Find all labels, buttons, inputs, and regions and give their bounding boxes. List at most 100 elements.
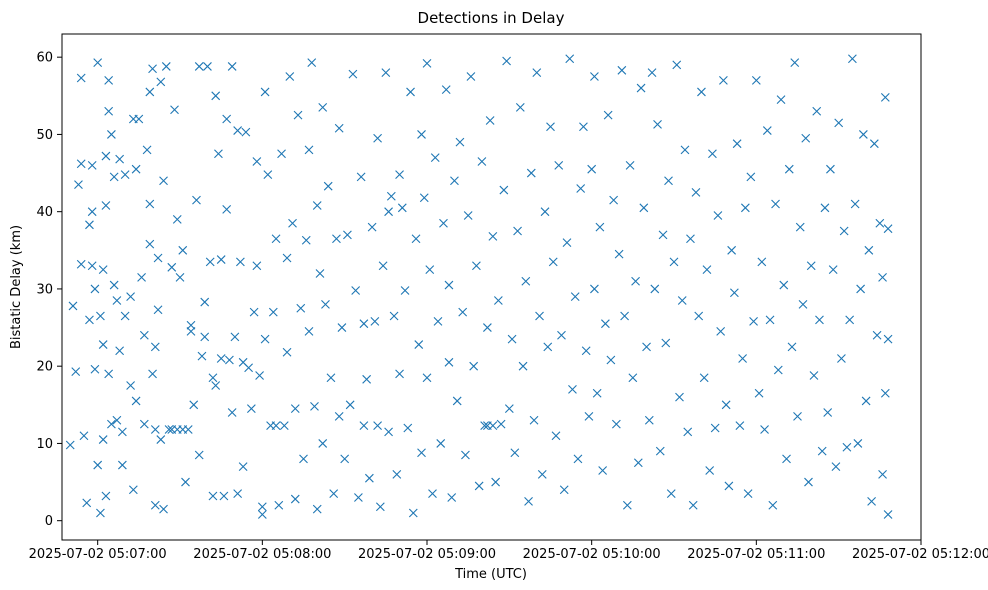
data-point-0-34: [112, 415, 122, 425]
data-point-0-180: [400, 286, 410, 295]
data-point-0-13: [87, 160, 97, 170]
data-point-0-84: [197, 351, 207, 361]
data-point-0-201: [450, 176, 459, 186]
data-point-0-108: [241, 127, 251, 137]
data-point-0-262: [609, 195, 619, 205]
data-point-0-252: [584, 412, 594, 421]
data-point-0-153: [337, 323, 347, 332]
data-point-0-289: [683, 427, 693, 437]
data-point-0-8: [82, 498, 92, 508]
data-point-0-139: [307, 58, 317, 67]
data-point-0-37: [117, 460, 127, 470]
y-tick-label-1: 10: [36, 437, 53, 452]
data-point-0-360: [878, 469, 887, 479]
data-point-0-23: [101, 151, 111, 161]
data-point-0-220: [496, 419, 506, 429]
y-tick-label-6: 60: [36, 51, 53, 66]
data-point-0-212: [480, 421, 490, 431]
data-point-0-324: [779, 280, 789, 290]
data-point-0-78: [186, 327, 196, 336]
data-point-0-25: [101, 491, 111, 501]
data-point-0-244: [562, 238, 572, 247]
data-point-0-338: [817, 446, 827, 456]
data-point-0-215: [485, 116, 495, 125]
data-point-0-287: [677, 296, 687, 305]
data-point-0-58: [150, 342, 160, 352]
data-point-0-128: [282, 253, 292, 263]
data-point-0-114: [255, 371, 264, 380]
data-point-0-224: [507, 334, 517, 344]
data-point-0-334: [806, 261, 816, 271]
data-point-0-218: [491, 477, 501, 487]
data-point-0-270: [631, 276, 640, 286]
data-point-0-364: [883, 510, 893, 519]
data-point-0-11: [87, 207, 97, 217]
data-point-0-5: [76, 159, 86, 169]
data-point-0-239: [548, 257, 558, 267]
data-point-0-242: [557, 330, 566, 340]
data-point-0-131: [290, 404, 300, 414]
data-point-0-279: [655, 446, 665, 456]
data-point-0-280: [658, 230, 668, 240]
data-point-0-93: [214, 149, 223, 159]
x-tick-label-3: 2025-07-02 05:10:00: [523, 547, 661, 562]
data-point-0-170: [378, 261, 388, 271]
data-point-0-251: [581, 346, 591, 356]
data-point-0-50: [139, 419, 149, 429]
data-point-0-352: [856, 284, 866, 294]
data-point-0-302: [719, 75, 728, 85]
data-point-0-187: [417, 448, 426, 458]
data-point-0-20: [98, 340, 108, 349]
data-point-0-70: [170, 105, 179, 115]
data-point-0-48: [137, 272, 146, 282]
data-point-0-165: [367, 222, 377, 232]
data-point-0-190: [422, 58, 432, 68]
data-point-0-343: [831, 462, 841, 471]
data-point-0-81: [192, 195, 201, 205]
data-point-0-102: [230, 332, 240, 342]
data-point-0-161: [359, 319, 369, 329]
data-point-0-155: [343, 230, 352, 240]
data-point-0-92: [211, 381, 221, 390]
data-point-0-188: [419, 193, 429, 203]
data-point-0-341: [826, 164, 835, 174]
data-point-0-230: [524, 496, 533, 506]
data-point-0-193: [430, 153, 440, 162]
data-point-0-284: [669, 257, 679, 267]
data-point-0-308: [735, 421, 745, 431]
data-point-0-77: [183, 425, 193, 434]
data-point-0-6: [76, 73, 86, 83]
data-point-0-322: [773, 365, 783, 375]
data-point-0-121: [268, 307, 278, 317]
data-point-0-12: [87, 261, 97, 271]
data-point-0-267: [622, 500, 632, 510]
data-point-0-123: [271, 421, 281, 431]
data-point-0-160: [356, 172, 366, 182]
data-point-0-21: [98, 435, 108, 444]
data-point-0-168: [373, 421, 382, 431]
data-point-0-55: [148, 64, 157, 74]
data-point-0-331: [798, 299, 808, 309]
data-point-0-323: [776, 95, 786, 105]
data-point-0-125: [277, 149, 286, 159]
data-point-0-269: [628, 373, 638, 383]
data-point-0-260: [603, 110, 613, 120]
data-point-0-298: [708, 149, 717, 159]
data-point-0-183: [408, 508, 418, 518]
data-point-0-321: [771, 199, 780, 209]
data-point-0-134: [296, 303, 306, 313]
data-point-0-107: [238, 462, 248, 471]
data-point-0-227: [515, 103, 525, 112]
data-point-0-290: [686, 234, 695, 244]
y-tick-label-3: 30: [36, 282, 53, 297]
data-point-0-149: [329, 489, 339, 499]
data-point-0-36: [115, 346, 125, 356]
data-point-0-130: [288, 218, 297, 228]
data-point-0-1: [68, 301, 78, 311]
data-point-0-103: [233, 126, 243, 135]
data-point-0-206: [463, 211, 473, 220]
data-point-0-336: [812, 106, 822, 116]
data-point-0-254: [590, 284, 599, 294]
data-point-0-45: [131, 164, 141, 174]
